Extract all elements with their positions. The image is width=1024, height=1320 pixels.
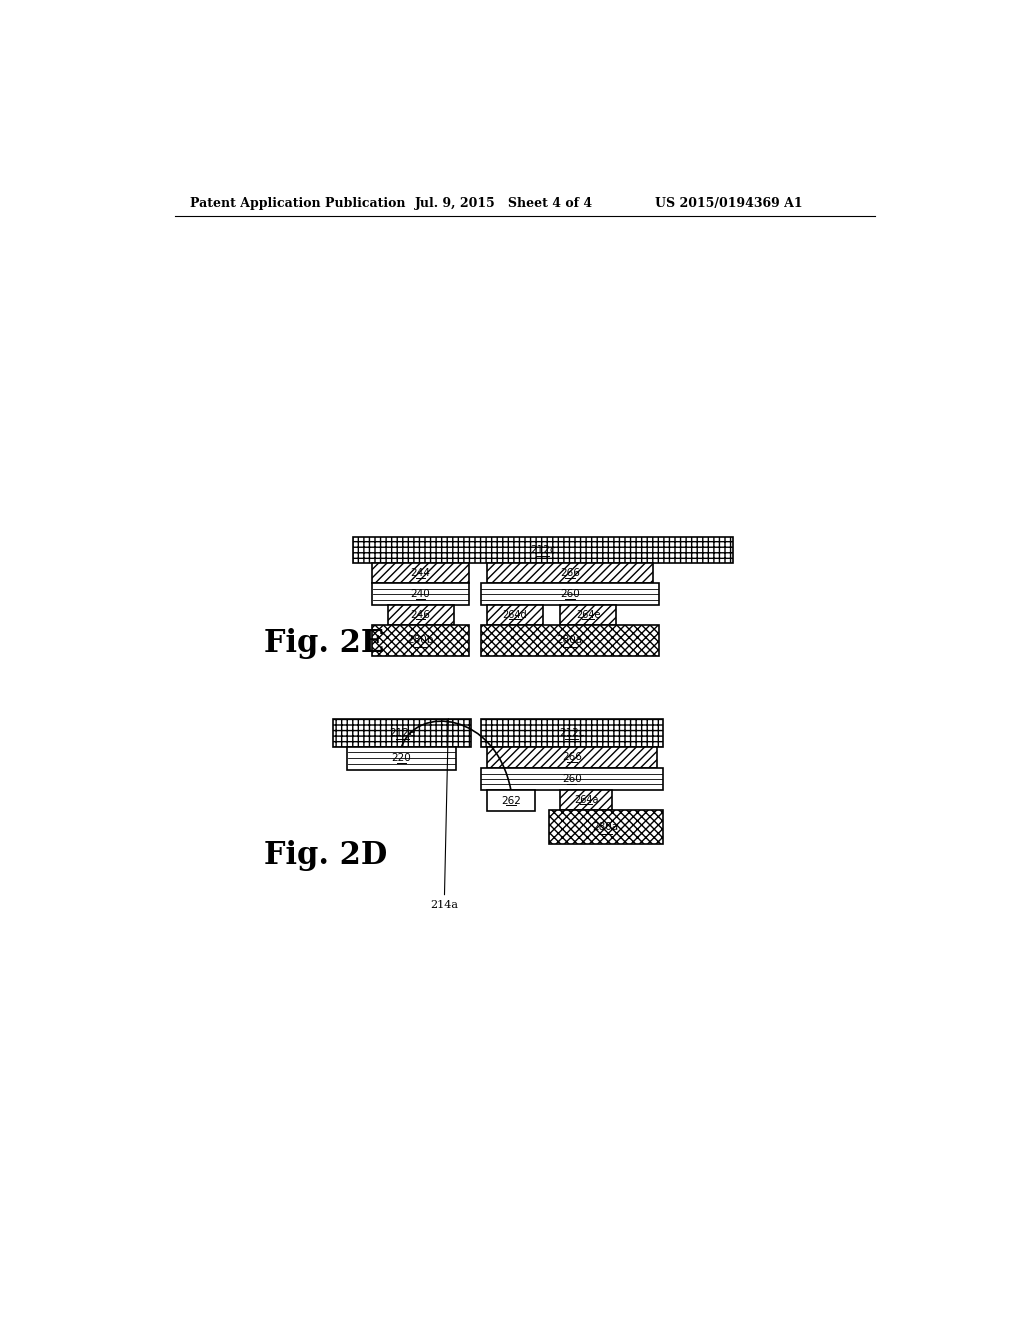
Text: 266: 266: [562, 752, 582, 763]
Text: 280b: 280b: [408, 635, 434, 645]
Text: 244: 244: [411, 569, 430, 578]
Bar: [486, 747, 657, 768]
Text: 246: 246: [411, 610, 430, 620]
Bar: [352, 537, 732, 564]
Text: 220: 220: [392, 754, 412, 763]
Text: 264e: 264e: [577, 610, 601, 620]
Bar: [560, 605, 616, 626]
Text: 240: 240: [411, 589, 430, 599]
Bar: [334, 719, 471, 747]
Text: 264d: 264d: [503, 610, 527, 620]
Text: Patent Application Publication: Patent Application Publication: [190, 197, 406, 210]
Text: 264a: 264a: [573, 795, 598, 805]
Bar: [486, 605, 543, 626]
Text: 214a: 214a: [430, 718, 459, 911]
Text: Fig. 2E: Fig. 2E: [263, 628, 384, 659]
Text: Fig. 2D: Fig. 2D: [263, 840, 387, 871]
Text: 280a: 280a: [593, 822, 618, 832]
Text: 212c: 212c: [559, 727, 585, 738]
Text: 260: 260: [562, 774, 582, 784]
Bar: [480, 583, 658, 605]
Text: 262: 262: [501, 796, 521, 805]
Text: US 2015/0194369 A1: US 2015/0194369 A1: [655, 197, 803, 210]
Bar: [560, 789, 611, 810]
Text: 212e: 212e: [389, 727, 416, 738]
Bar: [486, 789, 535, 812]
Bar: [480, 719, 663, 747]
Text: 212c: 212c: [529, 545, 555, 556]
Bar: [388, 605, 454, 626]
Bar: [372, 564, 469, 583]
Bar: [347, 747, 456, 770]
Bar: [480, 626, 658, 656]
Text: 280a: 280a: [557, 635, 583, 645]
Bar: [480, 768, 663, 789]
Text: 260: 260: [560, 589, 580, 599]
Text: 266: 266: [560, 569, 580, 578]
Bar: [372, 583, 469, 605]
Bar: [549, 810, 663, 843]
Text: Jul. 9, 2015   Sheet 4 of 4: Jul. 9, 2015 Sheet 4 of 4: [415, 197, 593, 210]
Bar: [372, 626, 469, 656]
Bar: [486, 564, 653, 583]
